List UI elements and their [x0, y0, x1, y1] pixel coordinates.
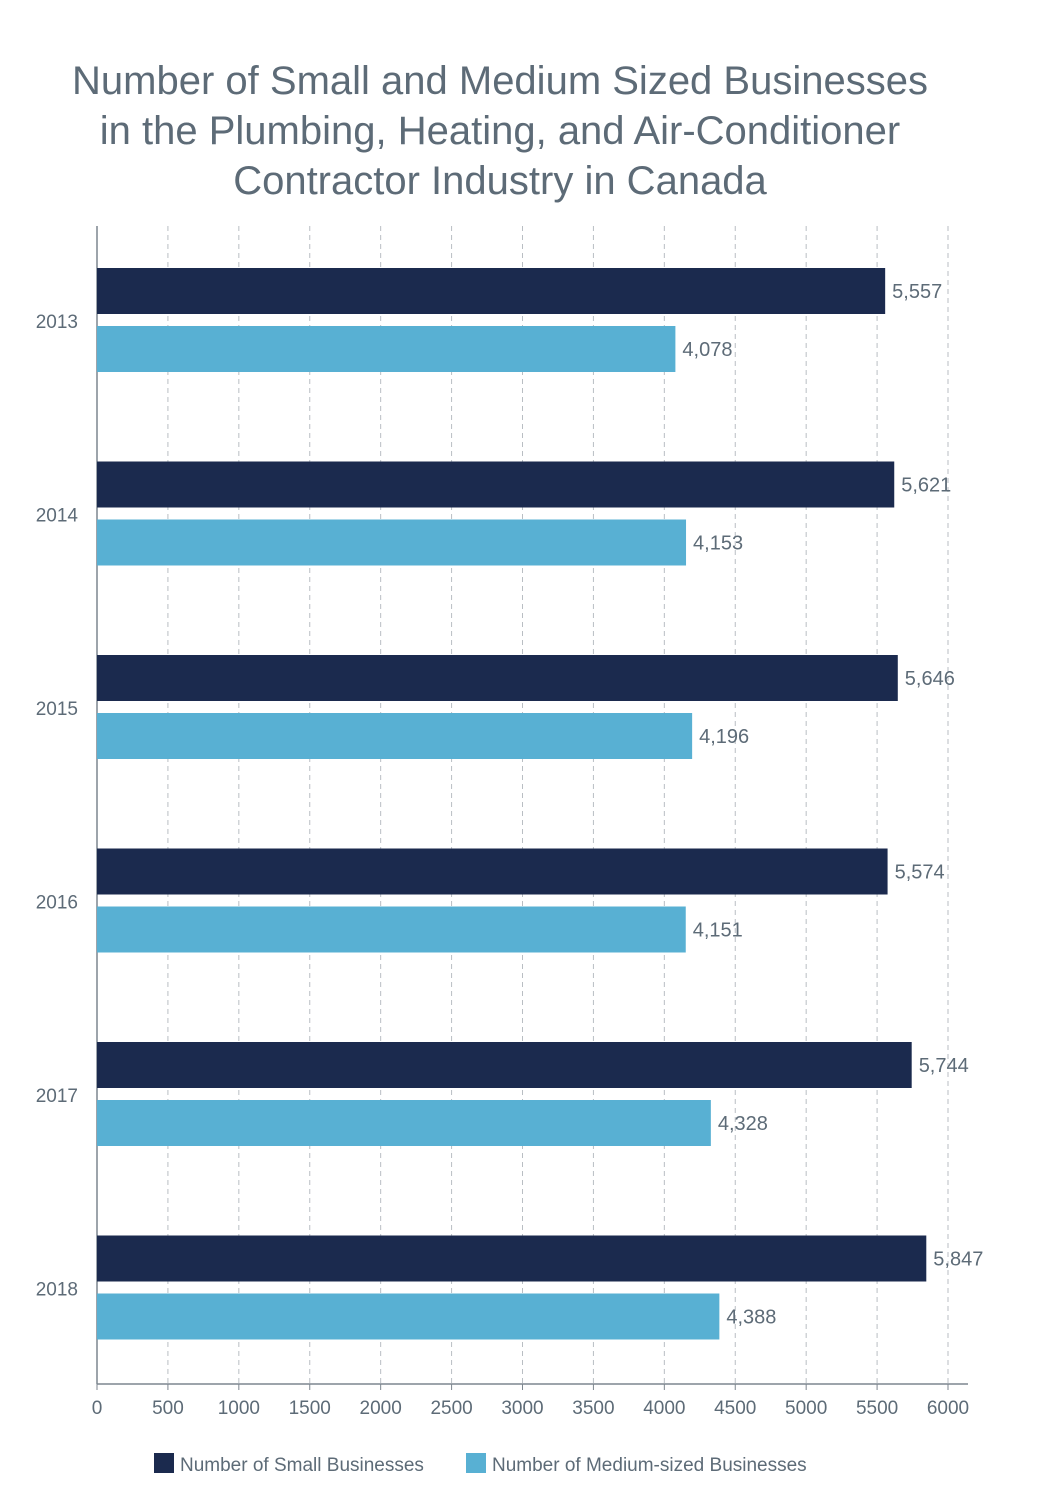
legend-label-medium: Number of Medium-sized Businesses — [492, 1455, 807, 1476]
x-tick-label: 2000 — [360, 1398, 402, 1419]
bar-medium-businesses — [97, 519, 687, 566]
axes: 0 500 1000 1500 2000 2500 3000 3500 4000 4500 5000… — [36, 226, 969, 1419]
x-tick-label: 1000 — [218, 1398, 260, 1419]
bar-small-businesses — [97, 1042, 912, 1088]
y-category-label: 2017 — [36, 1086, 78, 1107]
y-category-label: 2018 — [36, 1280, 78, 1301]
bars — [97, 268, 927, 1340]
chart-title-line-2: in the Plumbing, Heating, and Air-Condit… — [99, 109, 901, 153]
x-tick-label: 0 — [92, 1398, 103, 1419]
data-label: 4,078 — [682, 339, 732, 361]
y-category-label: 2014 — [36, 506, 79, 527]
y-category-label: 2015 — [36, 699, 78, 720]
legend-swatch-small — [154, 1453, 174, 1473]
bar-medium-businesses — [97, 713, 693, 759]
x-tick-label: 4500 — [714, 1398, 756, 1419]
bar-small-businesses — [97, 268, 886, 314]
x-tick-label: 5500 — [856, 1398, 898, 1419]
gridlines — [167, 226, 949, 1384]
x-tick-label: 3500 — [572, 1398, 614, 1419]
data-label: 5,574 — [895, 862, 945, 884]
data-label: 4,151 — [693, 920, 743, 942]
x-tick-label: 1500 — [289, 1398, 331, 1419]
data-label: 4,196 — [699, 726, 749, 748]
legend-label-small: Number of Small Businesses — [180, 1455, 424, 1476]
x-tick-label: 5000 — [785, 1398, 827, 1419]
x-tick-label: 2500 — [430, 1398, 472, 1419]
legend-swatch-medium — [466, 1453, 486, 1473]
data-label: 5,847 — [933, 1249, 983, 1271]
bar-small-businesses — [97, 655, 898, 701]
x-tick-label: 3000 — [501, 1398, 543, 1419]
data-labels: 5,557 4,078 5,621 4,153 5,646 4,196 5,574 4,151… — [682, 281, 983, 1329]
x-tick-label: 6000 — [927, 1398, 969, 1419]
data-label: 4,388 — [726, 1307, 776, 1329]
bar-small-businesses — [97, 1235, 927, 1282]
chart-title-line-3: Contractor Industry in Canada — [233, 159, 767, 203]
y-category-label: 2013 — [36, 312, 78, 333]
data-label: 4,153 — [693, 533, 743, 555]
data-label: 5,646 — [905, 668, 955, 690]
bar-small-businesses — [97, 848, 888, 895]
legend: Number of Small Businesses Number of Medi… — [154, 1453, 807, 1476]
bar-medium-businesses — [97, 906, 686, 953]
data-label: 5,744 — [919, 1055, 969, 1077]
bar-small-businesses — [97, 461, 895, 508]
data-label: 4,328 — [718, 1113, 768, 1135]
bar-medium-businesses — [97, 1293, 720, 1340]
chart-title: Number of Small and Medium Sized Busines… — [0, 56, 1000, 206]
bar-medium-businesses — [97, 1100, 711, 1146]
y-category-label: 2016 — [36, 893, 78, 914]
data-label: 5,621 — [901, 475, 951, 497]
chart-title-line-1: Number of Small and Medium Sized Busines… — [72, 59, 928, 103]
x-tick-label: 500 — [152, 1398, 184, 1419]
data-label: 5,557 — [892, 281, 942, 303]
bar-medium-businesses — [97, 326, 676, 372]
x-tick-label: 4000 — [643, 1398, 685, 1419]
